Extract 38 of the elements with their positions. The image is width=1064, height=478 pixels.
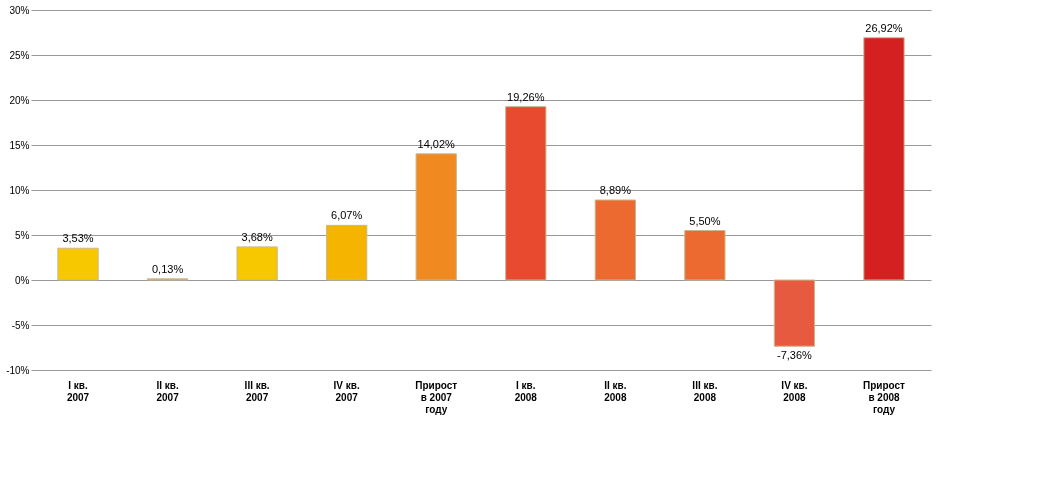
- data-label: 5,50%: [689, 214, 721, 227]
- data-label: 3,68%: [241, 230, 273, 243]
- bar: [236, 246, 278, 281]
- data-label: 14,02%: [417, 137, 456, 150]
- x-tick-label: Прирост в 2007 году: [415, 379, 458, 415]
- y-tick-label: -5%: [11, 319, 30, 331]
- x-tick-label: IV кв. 2008: [781, 379, 808, 403]
- x-tick-label: II кв. 2007: [156, 379, 180, 403]
- y-tick-label: 5%: [15, 229, 30, 241]
- x-tick-label: II кв. 2008: [604, 379, 627, 403]
- x-tick-label: III кв. 2007: [244, 379, 270, 403]
- x-tick-label: III кв. 2008: [692, 379, 718, 403]
- bar: [773, 279, 816, 347]
- y-tick-label: 0%: [15, 274, 30, 286]
- y-tick-label: -10%: [6, 364, 30, 376]
- data-label: 6,07%: [331, 209, 363, 222]
- x-tick-label: I кв. 2008: [514, 379, 538, 403]
- bar: [326, 224, 368, 281]
- data-label: 0,13%: [151, 262, 184, 275]
- y-tick-label: 10%: [9, 184, 30, 196]
- bar: [863, 37, 905, 281]
- bar: [684, 230, 726, 281]
- data-label: 19,26%: [507, 90, 545, 103]
- data-label: 26,92%: [865, 21, 903, 34]
- x-tick-label: IV кв. 2007: [333, 379, 360, 403]
- data-label: 8,89%: [599, 183, 632, 196]
- y-tick-label: 30%: [9, 4, 30, 16]
- data-label: 3,53%: [62, 232, 94, 245]
- y-tick-label: 15%: [9, 139, 30, 151]
- y-tick-label: 20%: [9, 94, 30, 106]
- x-tick-label: Прирост в 2008 году: [862, 379, 906, 415]
- bar: [505, 106, 547, 281]
- bar: [415, 153, 457, 281]
- x-tick-label: I кв. 2007: [66, 379, 90, 403]
- data-label: -7,36%: [777, 349, 813, 362]
- bar: [594, 199, 636, 281]
- bar: [57, 247, 99, 281]
- y-tick-label: 25%: [9, 49, 30, 61]
